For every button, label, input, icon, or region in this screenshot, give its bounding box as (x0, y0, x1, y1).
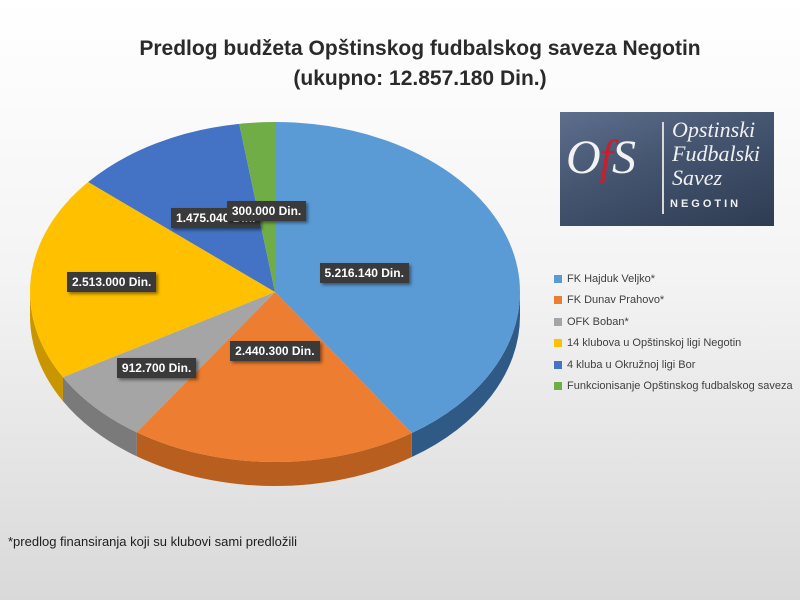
logo-monogram: OfS (566, 131, 636, 184)
legend-label: OFK Boban* (567, 315, 629, 328)
footnote: *predlog finansiranja koji su klubovi sa… (8, 534, 298, 549)
legend-swatch (554, 296, 562, 305)
logo-city: NEGOTIN (670, 198, 742, 210)
chart-subtitle: (ukupno: 12.857.180 Din.) (293, 67, 547, 90)
legend-label: 4 kluba u Okružnoj ligi Bor (567, 358, 696, 371)
legend-label: FK Dunav Prahovo* (567, 294, 665, 307)
pie-slice-dunav-prahovo (136, 292, 412, 462)
pie-side-opstinska-liga (29, 292, 63, 402)
data-label-dunav-prahovo: 2.440.300 Din. (230, 341, 320, 362)
pie-side-hajduk-veljko (411, 292, 520, 458)
legend-swatch (554, 360, 562, 369)
legend-swatch (554, 339, 562, 348)
pie-side-dunav-prahovo (136, 432, 412, 486)
legend-label: 14 klubova u Opštinskoj ligi Negotin (567, 337, 742, 350)
chart-legend: FK Hajduk Veljko* FK Dunav Prahovo* OFK Bo… (554, 268, 794, 397)
logo-name: Opstinski Fudbalski Savez (672, 117, 760, 190)
legend-label: FK Hajduk Veljko* (567, 272, 656, 285)
data-label-hajduk-veljko: 5.216.140 Din. (319, 263, 409, 284)
legend-item-ofk-boban: OFK Boban* (554, 311, 794, 333)
legend-item-hajduk-veljko: FK Hajduk Veljko* (554, 268, 794, 290)
chart-title-block: Predlog budžeta Opštinskog fudbalskog sa… (0, 34, 800, 94)
chart-title: Predlog budžeta Opštinskog fudbalskog sa… (139, 37, 701, 60)
legend-swatch (554, 274, 562, 283)
logo-separator (662, 122, 664, 214)
data-label-opstinska-liga: 2.513.000 Din. (67, 271, 157, 292)
legend-swatch (554, 317, 562, 326)
legend-item-funkcionisanje-saveza: Funkcionisanje Opštinskog fudbalskog sav… (554, 376, 794, 398)
legend-item-okruzna-liga: 4 kluba u Okružnoj ligi Bor (554, 354, 794, 376)
legend-swatch (554, 382, 562, 391)
ofs-logo: OfS Opstinski Fudbalski Savez NEGOTIN (560, 112, 774, 226)
data-label-funkcionisanje-saveza: 300.000 Din. (226, 200, 307, 221)
legend-label: Funkcionisanje Opštinskog fudbalskog sav… (567, 380, 793, 393)
data-label-ofk-boban: 912.700 Din. (116, 358, 197, 379)
pie-side-ofk-boban (62, 377, 137, 457)
legend-item-opstinska-liga: 14 klubova u Opštinskoj ligi Negotin (554, 333, 794, 355)
legend-item-dunav-prahovo: FK Dunav Prahovo* (554, 290, 794, 312)
